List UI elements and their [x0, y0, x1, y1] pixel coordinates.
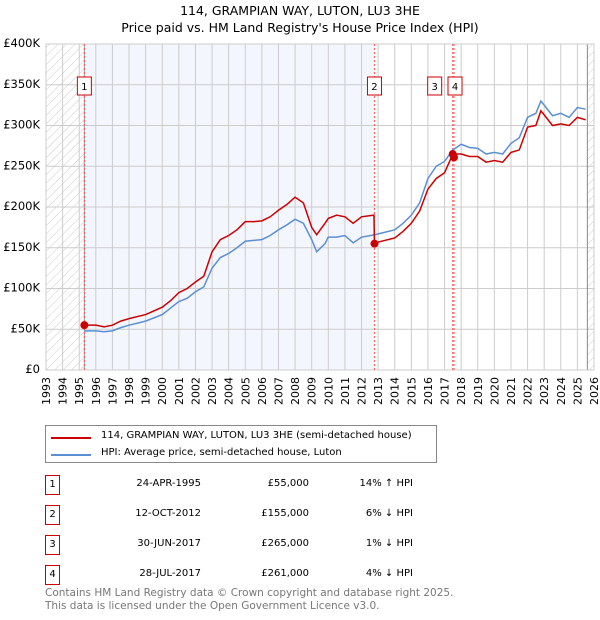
footer-line-2: This data is licensed under the Open Gov… — [45, 600, 380, 612]
y-tick-label: £100K — [3, 281, 40, 295]
x-tick-label: 2024 — [555, 377, 568, 405]
sale-label-box — [427, 76, 443, 96]
sale-point — [370, 239, 379, 248]
legend-label-property: 114, GRAMPIAN WAY, LUTON, LU3 3HE (semi-… — [101, 430, 412, 441]
x-tick-label: 2003 — [206, 377, 219, 405]
y-tick-label: £200K — [3, 199, 40, 213]
y-tick-label: £350K — [3, 77, 40, 91]
sale-row: 3 30-JUN-2017 £265,000 1% ↓ HPI — [45, 535, 445, 555]
sale-date: 12-OCT-2012 — [135, 508, 201, 519]
sale-price: £55,000 — [267, 478, 309, 489]
sale-hpi-diff: 1% ↓ HPI — [365, 538, 413, 549]
sale-label-box — [76, 76, 92, 96]
x-tick-label: 2004 — [223, 377, 236, 405]
y-tick-label: £250K — [3, 158, 40, 172]
legend: 114, GRAMPIAN WAY, LUTON, LU3 3HE (semi-… — [45, 425, 437, 463]
y-tick-label: £300K — [3, 118, 40, 132]
x-tick-label: 2011 — [339, 377, 352, 405]
x-tick-label: 2025 — [571, 377, 584, 405]
sale-hpi-diff: 4% ↓ HPI — [365, 568, 413, 579]
footer-line-1: Contains HM Land Registry data © Crown c… — [45, 587, 454, 599]
sale-label-number: 2 — [371, 82, 377, 93]
x-tick-label: 2017 — [439, 377, 452, 405]
sale-number-badge: 3 — [45, 535, 60, 555]
x-tick-label: 2023 — [538, 377, 551, 405]
sale-point — [450, 153, 459, 162]
x-tick-label: 2020 — [488, 377, 501, 405]
x-tick-label: 1998 — [123, 377, 136, 405]
chart-title: 114, GRAMPIAN WAY, LUTON, LU3 3HE — [180, 3, 420, 18]
x-tick-label: 2026 — [588, 377, 600, 405]
sale-label-box — [366, 76, 382, 96]
x-tick-label: 2012 — [356, 377, 369, 405]
x-tick-label: 1999 — [140, 377, 153, 405]
y-tick-label: £150K — [3, 240, 40, 254]
x-tick-label: 2016 — [422, 377, 435, 405]
sale-hpi-diff: 14% ↑ HPI — [359, 478, 413, 489]
y-tick-label: £400K — [3, 36, 40, 50]
x-tick-label: 2015 — [405, 377, 418, 405]
x-tick-label: 2022 — [522, 377, 535, 405]
sale-label-box — [447, 76, 463, 96]
sale-date: 24-APR-1995 — [136, 478, 201, 489]
legend-swatch-hpi — [51, 454, 91, 456]
plot-area: 1993 1994 1995 1996 1997 1998 1999 2000 2001 2002… — [3, 36, 600, 405]
hpi-line — [84, 99, 586, 333]
sale-number-badge: 1 — [45, 475, 60, 495]
sale-price: £261,000 — [261, 568, 309, 579]
sale-number-badge: 4 — [45, 565, 60, 585]
footer: Contains HM Land Registry data © Crown c… — [45, 587, 453, 613]
sale-label-number: 4 — [452, 82, 458, 93]
x-tick-label: 2007 — [272, 377, 285, 405]
x-tick-label: 2002 — [189, 377, 202, 405]
sale-date: 30-JUN-2017 — [137, 538, 201, 549]
y-tick-label: £0 — [25, 362, 40, 376]
plot-border — [45, 43, 595, 371]
sale-point — [80, 321, 89, 330]
sale-row: 1 24-APR-1995 £55,000 14% ↑ HPI — [45, 475, 445, 495]
x-tick-label: 2021 — [505, 377, 518, 405]
sale-price: £155,000 — [261, 508, 309, 519]
x-tick-label: 1994 — [57, 377, 70, 405]
sale-hpi-diff: 6% ↓ HPI — [365, 508, 413, 519]
sale-row: 2 12-OCT-2012 £155,000 6% ↓ HPI — [45, 505, 445, 525]
x-tick-label: 2006 — [256, 377, 269, 405]
x-tick-label: 2018 — [455, 377, 468, 405]
x-tick-label: 1995 — [73, 377, 86, 405]
sale-label-number: 1 — [81, 82, 87, 93]
x-tick-label: 1993 — [40, 377, 53, 405]
x-tick-label: 2019 — [472, 377, 485, 405]
x-tick-label: 2013 — [372, 377, 385, 405]
legend-swatch-property — [51, 437, 91, 439]
sale-row: 4 28-JUL-2017 £261,000 4% ↓ HPI — [45, 565, 445, 585]
x-tick-label: 2005 — [239, 377, 252, 405]
property-price-line — [84, 109, 586, 328]
sale-price: £265,000 — [261, 538, 309, 549]
x-tick-label: 1996 — [90, 377, 103, 405]
x-tick-label: 2010 — [322, 377, 335, 405]
sale-date: 28-JUL-2017 — [139, 568, 201, 579]
sale-number-badge: 2 — [45, 505, 60, 525]
x-tick-label: 2000 — [156, 377, 169, 405]
x-tick-label: 1997 — [106, 377, 119, 405]
sale-label-number: 3 — [431, 82, 437, 93]
y-tick-label: £50K — [11, 321, 41, 335]
legend-label-hpi: HPI: Average price, semi-detached house,… — [101, 447, 342, 458]
chart-subtitle: Price paid vs. HM Land Registry's House … — [121, 20, 479, 35]
x-tick-label: 2009 — [306, 377, 319, 405]
x-tick-label: 2001 — [173, 377, 186, 405]
x-tick-label: 2008 — [289, 377, 302, 405]
x-tick-label: 2014 — [389, 377, 402, 405]
